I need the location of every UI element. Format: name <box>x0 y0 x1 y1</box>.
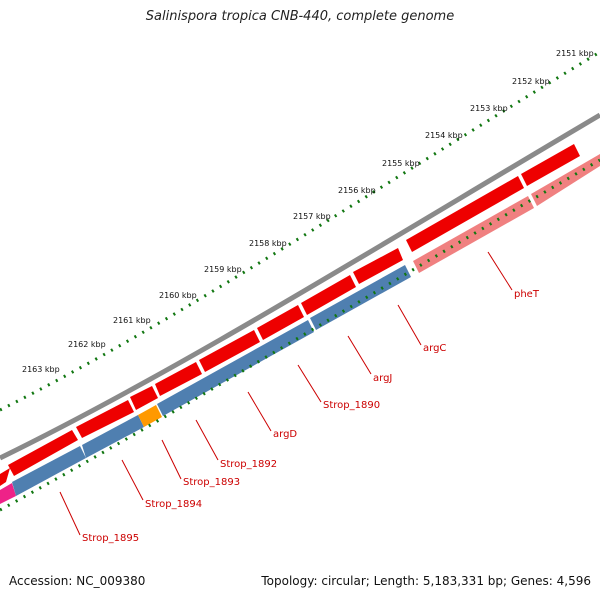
kbp-label: 2152 kbp <box>512 77 550 86</box>
gene-label-argD[interactable]: argD <box>273 429 297 440</box>
gene-label-Strop_1895[interactable]: Strop_1895 <box>82 533 139 544</box>
cds-feature <box>301 275 356 315</box>
forward-cds-track <box>0 144 580 486</box>
blue-feature <box>12 446 86 496</box>
kbp-label: 2159 kbp <box>204 265 242 274</box>
gene-label-Strop_1894[interactable]: Strop_1894 <box>145 499 202 510</box>
leader-Strop_1893 <box>161 439 182 480</box>
kbp-label: 2153 kbp <box>470 104 508 113</box>
cds-feature <box>155 362 202 396</box>
gene-label-argC[interactable]: argC <box>423 343 446 354</box>
cds-feature <box>0 468 10 486</box>
kbp-label: 2151 kbp <box>556 49 594 58</box>
kbp-label: 2154 kbp <box>425 131 463 140</box>
gene-label-argJ[interactable]: argJ <box>373 373 392 384</box>
map-title: Salinispora tropica CNB-440, complete ge… <box>145 9 455 24</box>
orange-feature <box>138 405 162 427</box>
light-red-feature <box>531 154 600 206</box>
kbp-label: 2155 kbp <box>382 159 420 168</box>
kbp-label: 2156 kbp <box>338 186 376 195</box>
leader-argD <box>247 391 272 432</box>
genome-backbone <box>0 112 600 461</box>
cds-feature <box>199 330 260 372</box>
gene-label-Strop_1892[interactable]: Strop_1892 <box>220 459 277 470</box>
gene-labels: pheT argC argJ Strop_1890 argD Strop_189… <box>82 289 540 544</box>
cds-feature <box>353 248 403 284</box>
leader-argC <box>397 304 422 346</box>
leader-Strop_1892 <box>195 419 219 461</box>
blue-feature <box>157 320 314 416</box>
accession-text: Accession: NC_009380 <box>9 574 146 588</box>
light-red-feature <box>413 196 534 273</box>
kbp-labels: 2151 kbp 2152 kbp 2153 kbp 2154 kbp 2155… <box>22 49 594 374</box>
leader-Strop_1894 <box>121 459 144 501</box>
gene-label-pheT[interactable]: pheT <box>514 289 540 300</box>
cds-feature <box>257 305 304 340</box>
blue-feature <box>310 265 411 330</box>
outer-tick-ring <box>0 50 600 412</box>
kbp-label: 2163 kbp <box>22 365 60 374</box>
cds-feature <box>130 386 158 410</box>
leader-pheT <box>487 251 513 291</box>
gene-leaders <box>59 251 513 536</box>
blue-feature <box>82 415 144 458</box>
gene-label-Strop_1890[interactable]: Strop_1890 <box>323 400 380 411</box>
magenta-feature <box>0 483 16 504</box>
leader-Strop_1895 <box>59 491 81 536</box>
kbp-label: 2160 kbp <box>159 291 197 300</box>
kbp-label: 2157 kbp <box>293 212 331 221</box>
leader-Strop_1890 <box>297 364 322 403</box>
cds-feature <box>521 144 580 186</box>
genome-summary-text: Topology: circular; Length: 5,183,331 bp… <box>261 574 591 588</box>
cds-feature <box>8 430 78 476</box>
cds-feature <box>406 176 524 252</box>
reverse-track <box>0 154 600 504</box>
kbp-label: 2162 kbp <box>68 340 106 349</box>
gene-label-Strop_1893[interactable]: Strop_1893 <box>183 477 240 488</box>
kbp-label: 2161 kbp <box>113 316 151 325</box>
cds-feature <box>76 400 134 438</box>
leader-argJ <box>347 335 372 375</box>
kbp-label: 2158 kbp <box>249 239 287 248</box>
